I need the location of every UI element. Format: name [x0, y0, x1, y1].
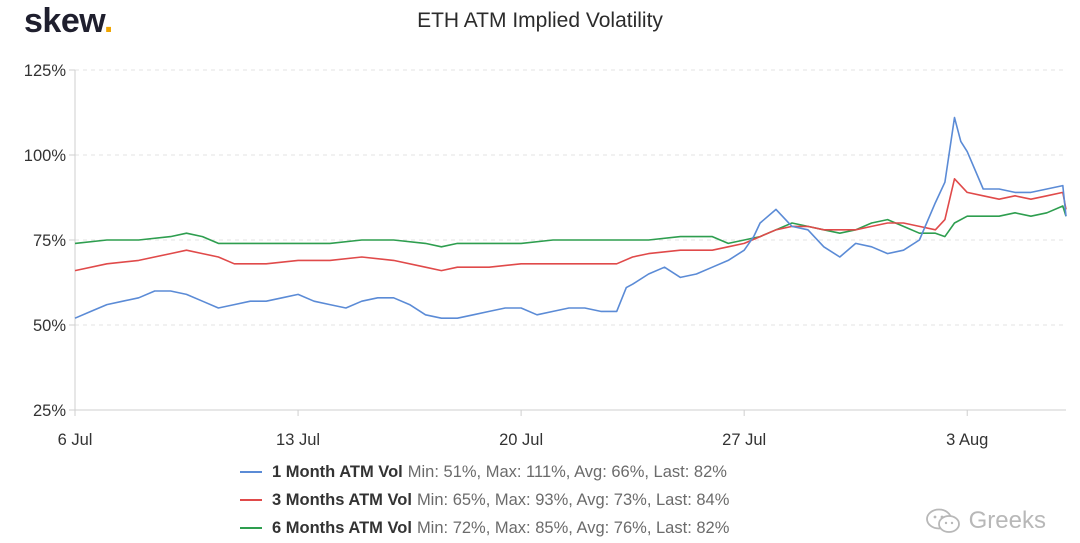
brand-name: skew [24, 2, 104, 40]
legend-stats: Min: 65%, Max: 93%, Avg: 73%, Last: 84% [416, 491, 730, 509]
axes [69, 69, 1066, 416]
grid-lines [75, 69, 1066, 326]
series-1m-line [74, 116, 1067, 320]
tick-labels: 25% 50% 75% 100% 125% 6 Jul 13 Jul 20 Jul 27 Jul… [24, 62, 989, 449]
legend-item-6m[interactable]: 6 Months ATM Vol Min: 72%, Max: 85%, Avg… [240, 514, 729, 542]
legend-swatch-3m [240, 499, 262, 501]
x-tick-label: 27 Jul [722, 431, 766, 449]
series-3m-line [74, 178, 1067, 272]
y-tick-label: 75% [33, 232, 66, 250]
y-tick-label: 125% [24, 62, 67, 80]
legend-stats: Min: 51%, Max: 111%, Avg: 66%, Last: 82% [407, 463, 727, 481]
watermark: Greeks [925, 507, 1046, 535]
x-tick-label: 3 Aug [946, 431, 988, 449]
series-6m-line [74, 205, 1067, 248]
skew-logo: skew. [24, 2, 113, 41]
legend-name: 3 Months ATM Vol [272, 491, 412, 509]
series-lines [74, 116, 1067, 320]
legend-stats: Min: 72%, Max: 85%, Avg: 76%, Last: 82% [416, 519, 730, 537]
y-tick-label: 50% [33, 317, 66, 335]
x-tick-label: 6 Jul [58, 431, 93, 449]
chart-legend: 1 Month ATM Vol Min: 51%, Max: 111%, Avg… [240, 458, 729, 542]
legend-item-3m[interactable]: 3 Months ATM Vol Min: 65%, Max: 93%, Avg… [240, 486, 729, 514]
wechat-icon [925, 508, 960, 533]
brand-dot: . [103, 2, 113, 40]
legend-name: 6 Months ATM Vol [272, 519, 412, 537]
y-tick-label: 100% [24, 147, 67, 165]
x-tick-label: 13 Jul [276, 431, 320, 449]
legend-name: 1 Month ATM Vol [272, 463, 403, 481]
chart-title: ETH ATM Implied Volatility [417, 9, 663, 32]
y-tick-label: 25% [33, 402, 66, 420]
legend-swatch-1m [240, 471, 262, 473]
legend-item-1m[interactable]: 1 Month ATM Vol Min: 51%, Max: 111%, Avg… [240, 458, 729, 486]
legend-swatch-6m [240, 527, 262, 529]
watermark-text: Greeks [968, 507, 1046, 534]
x-tick-label: 20 Jul [499, 431, 543, 449]
